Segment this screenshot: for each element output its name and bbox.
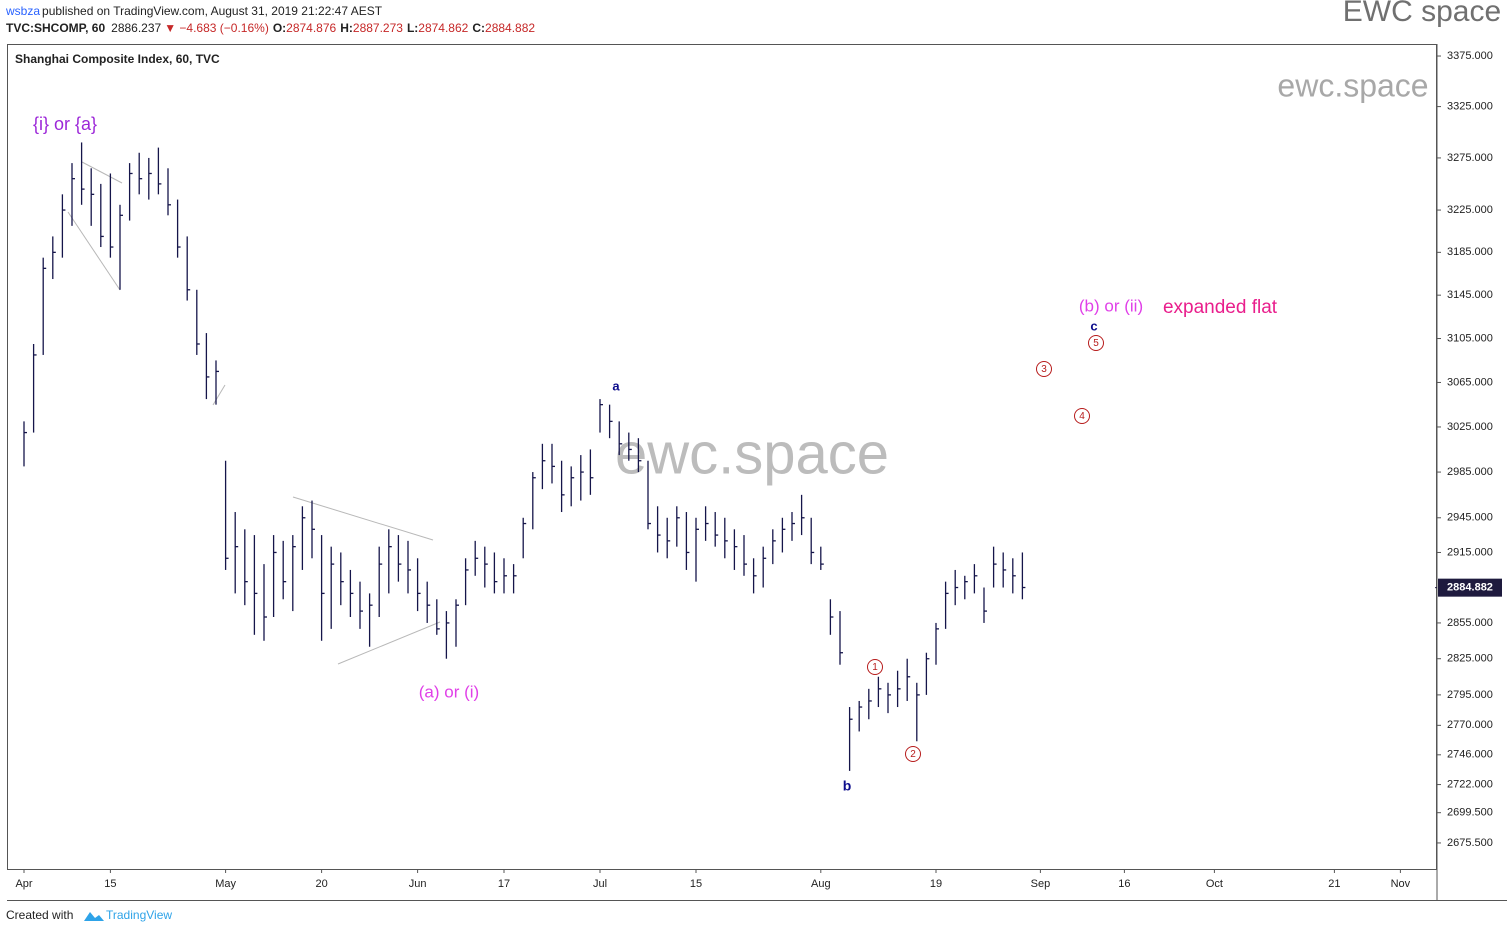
wave-annotation: {i} or {a}	[33, 114, 97, 134]
trend-lines	[67, 161, 441, 665]
wave-annotation: (b) or (ii)	[1079, 296, 1143, 315]
ohlc-label: L:	[407, 21, 418, 35]
trend-line	[212, 384, 226, 406]
wave-number: 1	[872, 662, 878, 673]
tradingview-logo-icon	[84, 912, 104, 921]
wave-number: 2	[910, 749, 916, 760]
x-tick-label: 15	[690, 878, 702, 890]
wave-circle	[1074, 408, 1090, 424]
y-tick-label: 3025.000	[1447, 421, 1493, 433]
wave-number: 5	[1093, 338, 1099, 349]
trend-line	[67, 211, 121, 291]
wave-number: 3	[1041, 364, 1047, 375]
trend-line	[81, 161, 123, 184]
x-tick-label: 15	[104, 878, 116, 890]
tradingview-logo[interactable]: TradingView	[106, 908, 172, 922]
wave-circle	[867, 659, 883, 675]
wave-circle	[905, 746, 921, 762]
x-tick-label: 20	[315, 878, 327, 890]
x-tick-label: Jul	[593, 878, 607, 890]
y-tick-label: 2825.000	[1447, 653, 1493, 665]
x-tick-label: Apr	[15, 878, 32, 890]
ohlc-label: H:	[340, 21, 353, 35]
y-tick-label: 2699.500	[1447, 807, 1493, 819]
wave-circle	[1088, 335, 1104, 351]
x-tick-label: May	[215, 878, 236, 890]
y-tick-label: 2945.000	[1447, 512, 1493, 524]
y-tick-label: 2795.000	[1447, 689, 1493, 701]
price-bars	[23, 142, 1026, 771]
ohlc-label: C:	[472, 21, 485, 35]
wave-annotation: b	[843, 778, 852, 794]
ohlc-label: O:	[273, 21, 286, 35]
y-tick-label: 2675.500	[1447, 837, 1493, 849]
x-tick-label: Aug	[811, 878, 831, 890]
x-tick-label: Sep	[1031, 878, 1051, 890]
chart-title: Shanghai Composite Index, 60, TVC	[15, 52, 220, 66]
y-tick-label: 2770.000	[1447, 719, 1493, 731]
y-tick-label: 2746.000	[1447, 749, 1493, 761]
watermark: ewc.space	[1277, 67, 1428, 103]
last-price-box	[1438, 578, 1502, 597]
footer-text: Created with	[6, 908, 73, 922]
x-tick-label: 21	[1328, 878, 1340, 890]
wave-circle	[1036, 361, 1052, 377]
x-tick-label: 19	[930, 878, 942, 890]
trend-line	[337, 621, 441, 665]
y-tick-label: 3225.000	[1447, 204, 1493, 216]
y-tick-label: 2915.000	[1447, 546, 1493, 558]
ohlc-value: 2874.876	[286, 21, 336, 35]
x-tick-label: 16	[1118, 878, 1130, 890]
ohlc-value: 2887.273	[353, 21, 403, 35]
trend-line	[292, 496, 434, 541]
x-tick-label: Jun	[409, 878, 427, 890]
y-tick-label: 3325.000	[1447, 101, 1493, 113]
author[interactable]: wsbza	[5, 4, 40, 18]
wave-number: 4	[1079, 411, 1085, 422]
wave-annotation: a	[612, 378, 620, 393]
change: ▼ −4.683 (−0.16%)	[164, 21, 269, 35]
wave-annotation: (a) or (i)	[419, 682, 479, 701]
y-tick-label: 2722.000	[1447, 778, 1493, 790]
watermark: ewc.space	[615, 421, 889, 486]
ohlc-value: 2884.882	[485, 21, 535, 35]
wave-annotation: c	[1090, 318, 1097, 333]
y-tick-label: 3275.000	[1447, 152, 1493, 164]
published-info: published on TradingView.com, August 31,…	[42, 4, 383, 18]
price: 2886.237	[111, 21, 161, 35]
y-tick-label: 3105.000	[1447, 332, 1493, 344]
x-tick-label: Oct	[1206, 878, 1223, 890]
x-tick-label: Nov	[1391, 878, 1411, 890]
y-tick-label: 3145.000	[1447, 289, 1493, 301]
y-tick-label: 3185.000	[1447, 246, 1493, 258]
y-tick-label: 3375.000	[1447, 50, 1493, 62]
wave-annotation: expanded flat	[1163, 297, 1278, 318]
symbol-line: TVC:SHCOMP, 60 2886.237 ▼ −4.683 (−0.16%)…	[6, 21, 535, 35]
y-tick-label: 2985.000	[1447, 466, 1493, 478]
brand: EWC space	[1343, 0, 1501, 28]
y-tick-label: 3065.000	[1447, 376, 1493, 388]
x-tick-label: 17	[498, 878, 510, 890]
last-price-label: 2884.882	[1447, 582, 1493, 594]
y-tick-label: 2855.000	[1447, 617, 1493, 629]
ohlc-value: 2874.862	[418, 21, 468, 35]
symbol: TVC:SHCOMP, 60	[6, 21, 105, 35]
